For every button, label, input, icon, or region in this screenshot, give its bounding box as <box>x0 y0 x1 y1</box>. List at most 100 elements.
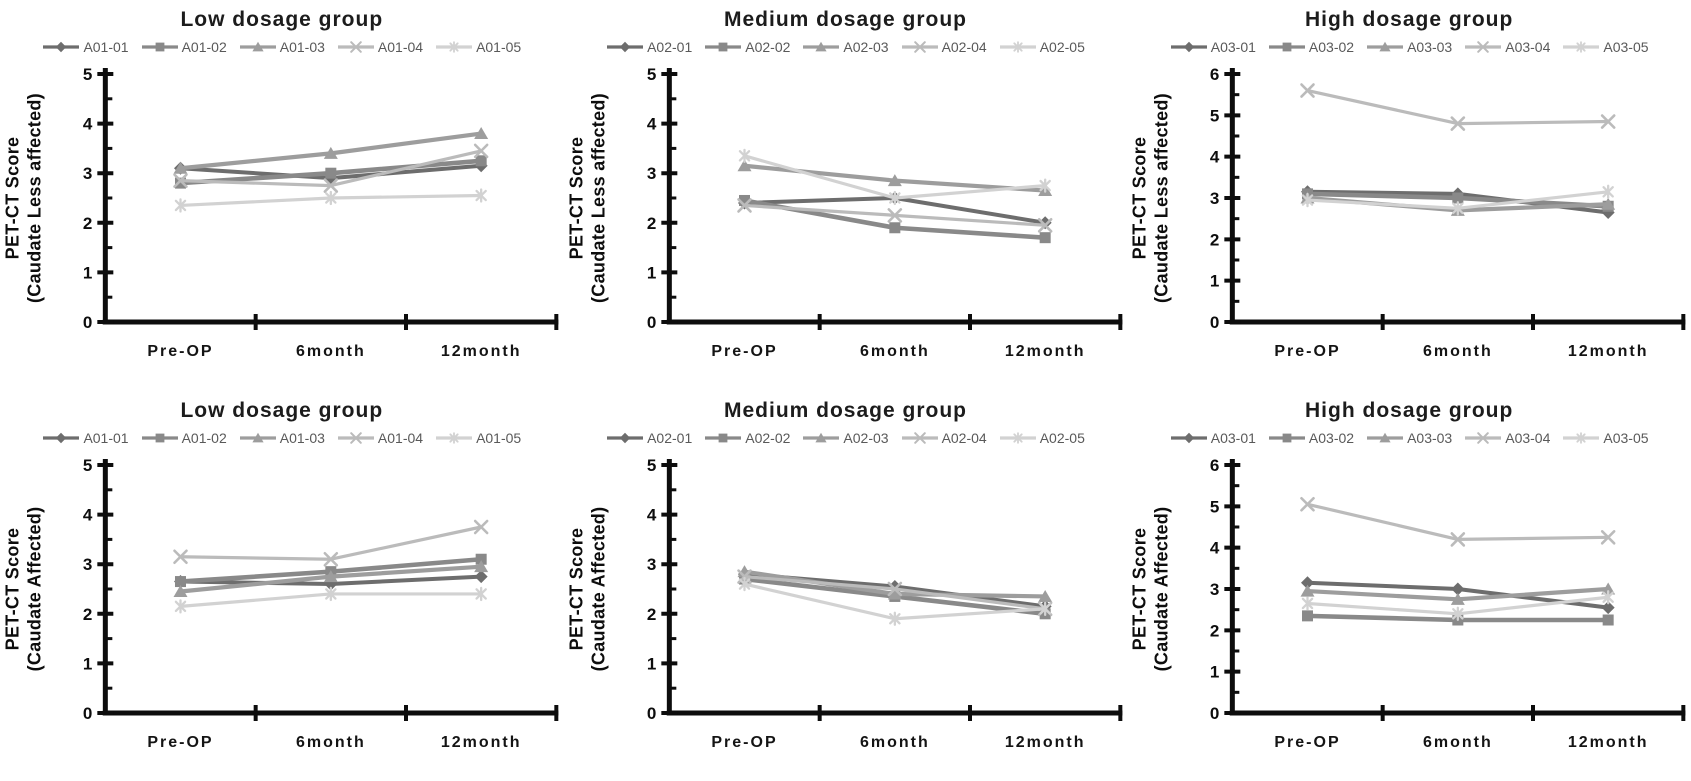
y-tick-label: 4 <box>1210 148 1220 167</box>
legend-item: A02-01 <box>606 430 692 446</box>
x-tick-label: Pre-OP <box>711 734 777 751</box>
legend-item: A03-02 <box>1268 39 1354 55</box>
legend: A01-01 A01-02 A01-03 A01-04 A01-05 <box>0 34 564 60</box>
svg-text:(Caudate Less affected): (Caudate Less affected) <box>588 93 608 303</box>
chart-title: High dosage group <box>1305 398 1514 422</box>
y-tick-label: 4 <box>647 505 657 524</box>
legend-item: A01-05 <box>435 39 521 55</box>
y-tick-label: 3 <box>647 555 656 574</box>
series-A01-04 <box>173 519 489 567</box>
y-tick-label: 1 <box>647 263 656 282</box>
y-tick-label: 6 <box>1210 456 1219 475</box>
legend-label: A03-04 <box>1505 39 1551 55</box>
asterisk-marker-icon <box>1563 41 1600 53</box>
asterisk-marker-icon <box>436 431 473 444</box>
axes: 0 1 2 3 4 5 <box>83 65 559 332</box>
legend-label: A02-03 <box>843 429 889 446</box>
legend-label: A01-04 <box>377 39 424 55</box>
x-tick-label: 6month <box>860 734 930 751</box>
square-marker-icon <box>1268 433 1305 442</box>
diamond-marker-icon <box>43 432 80 443</box>
y-tick-label: 4 <box>83 505 93 524</box>
diamond-marker-icon <box>1170 432 1207 443</box>
legend: A03-01 A03-02 A03-03 A03-04 A03-05 <box>1127 34 1691 60</box>
y-tick-label: 1 <box>1210 662 1219 681</box>
axes: 0 1 2 3 4 5 6 <box>1210 456 1686 723</box>
legend-label: A03-01 <box>1210 39 1256 55</box>
y-tick-label: 2 <box>1210 621 1219 640</box>
plot-area: PET-CT Score (Caudate Less affected) 0 1 2 3 4… <box>2 65 559 360</box>
legend-label: A01-04 <box>377 429 424 446</box>
x-axis-labels: Pre-OP 6month 12month <box>711 343 1083 360</box>
legend-item: A02-03 <box>802 39 889 55</box>
y-tick-label: 0 <box>647 313 656 332</box>
svg-text:(Caudate Affected): (Caudate Affected) <box>1152 506 1172 671</box>
x-tick-label: 12month <box>1568 343 1649 360</box>
x-tick-label: 6month <box>860 343 930 360</box>
chart-title: Low dosage group <box>180 8 384 31</box>
y-tick-label: 0 <box>83 704 92 723</box>
chart-title: Medium dosage group <box>723 398 967 422</box>
y-tick-label: 1 <box>647 654 656 673</box>
y-tick-label: 5 <box>1210 497 1219 516</box>
y-tick-label: 5 <box>647 456 656 475</box>
plot-area: PET-CT Score (Caudate Affected) 0 1 2 3 4 5 Pre-… <box>566 456 1122 751</box>
y-axis-title: PET-CT Score (Caudate Less affected) <box>566 93 608 303</box>
triangle-marker-icon <box>803 432 840 442</box>
chart-title: High dosage group <box>1305 8 1514 31</box>
y-tick-label: 0 <box>1210 704 1219 723</box>
y-axis-title: PET-CT Score (Caudate Affected) <box>566 506 608 671</box>
y-tick-label: 1 <box>83 263 92 282</box>
legend-label: A03-02 <box>1308 39 1355 55</box>
y-tick-label: 0 <box>647 704 656 723</box>
axes: 0 1 2 3 4 5 <box>83 456 559 723</box>
legend-item: A01-01 <box>42 430 129 446</box>
y-tick-label: 5 <box>1210 106 1219 125</box>
diamond-marker-icon <box>1170 41 1207 53</box>
svg-text:PET-CT Score: PET-CT Score <box>566 137 586 260</box>
asterisk-marker-icon <box>999 41 1036 53</box>
square-marker-icon <box>141 42 178 52</box>
legend-item: A03-05 <box>1562 39 1649 55</box>
diamond-marker-icon <box>607 432 644 443</box>
legend-item: A02-04 <box>901 39 987 55</box>
x-tick-label: 6month <box>1423 734 1493 751</box>
series-A01-03 <box>173 559 489 597</box>
y-tick-label: 3 <box>647 164 656 183</box>
x-axis-labels: Pre-OP 6month 12month <box>1275 343 1649 360</box>
legend-item: A01-03 <box>239 39 325 55</box>
x-axis-labels: Pre-OP 6month 12month <box>711 734 1083 751</box>
legend-item: A03-05 <box>1562 430 1649 446</box>
svg-text:PET-CT Score: PET-CT Score <box>2 137 22 260</box>
svg-text:PET-CT Score: PET-CT Score <box>1130 137 1150 260</box>
legend-item: A02-05 <box>999 39 1085 55</box>
plot-area: PET-CT Score (Caudate Affected) 0 1 2 3 4 5 Pre-… <box>2 456 559 751</box>
diamond-marker-icon <box>607 41 644 53</box>
legend-label: A03-04 <box>1505 429 1551 446</box>
y-axis-title: PET-CT Score (Caudate Affected) <box>1130 506 1172 671</box>
triangle-marker-icon <box>239 432 276 442</box>
panel-low-dosage-affected: Low dosage group A01-01 A01-02 A01-03 A01-04… <box>0 391 564 781</box>
y-tick-label: 4 <box>647 115 657 134</box>
svg-text:(Caudate Less affected): (Caudate Less affected) <box>1152 93 1172 303</box>
series-A02-05 <box>738 576 1051 626</box>
y-tick-label: 0 <box>83 313 92 332</box>
x-tick-label: Pre-OP <box>1275 343 1341 360</box>
y-axis-title: PET-CT Score (Caudate Less affected) <box>2 93 44 303</box>
y-tick-label: 2 <box>647 604 656 623</box>
y-tick-label: 3 <box>83 555 92 574</box>
legend: A02-01 A02-02 A02-03 A02-04 A02-05 <box>564 425 1128 451</box>
y-tick-label: 5 <box>83 456 92 475</box>
series-A01-04 <box>173 143 489 193</box>
y-tick-label: 2 <box>83 604 92 623</box>
plot-area: PET-CT Score (Caudate Less affected) 0 1 2 3 4… <box>566 65 1122 360</box>
y-tick-label: 3 <box>1210 189 1219 208</box>
legend-label: A03-01 <box>1210 429 1256 446</box>
legend-item: A03-04 <box>1464 39 1550 55</box>
asterisk-marker-icon <box>999 431 1036 444</box>
legend-label: A02-01 <box>647 39 693 55</box>
x-marker-icon <box>337 431 374 444</box>
panel-high-dosage-less-affected: High dosage group A03-01 A03-02 A03-03 A03-0… <box>1127 0 1691 391</box>
legend-label: A03-03 <box>1407 39 1453 55</box>
